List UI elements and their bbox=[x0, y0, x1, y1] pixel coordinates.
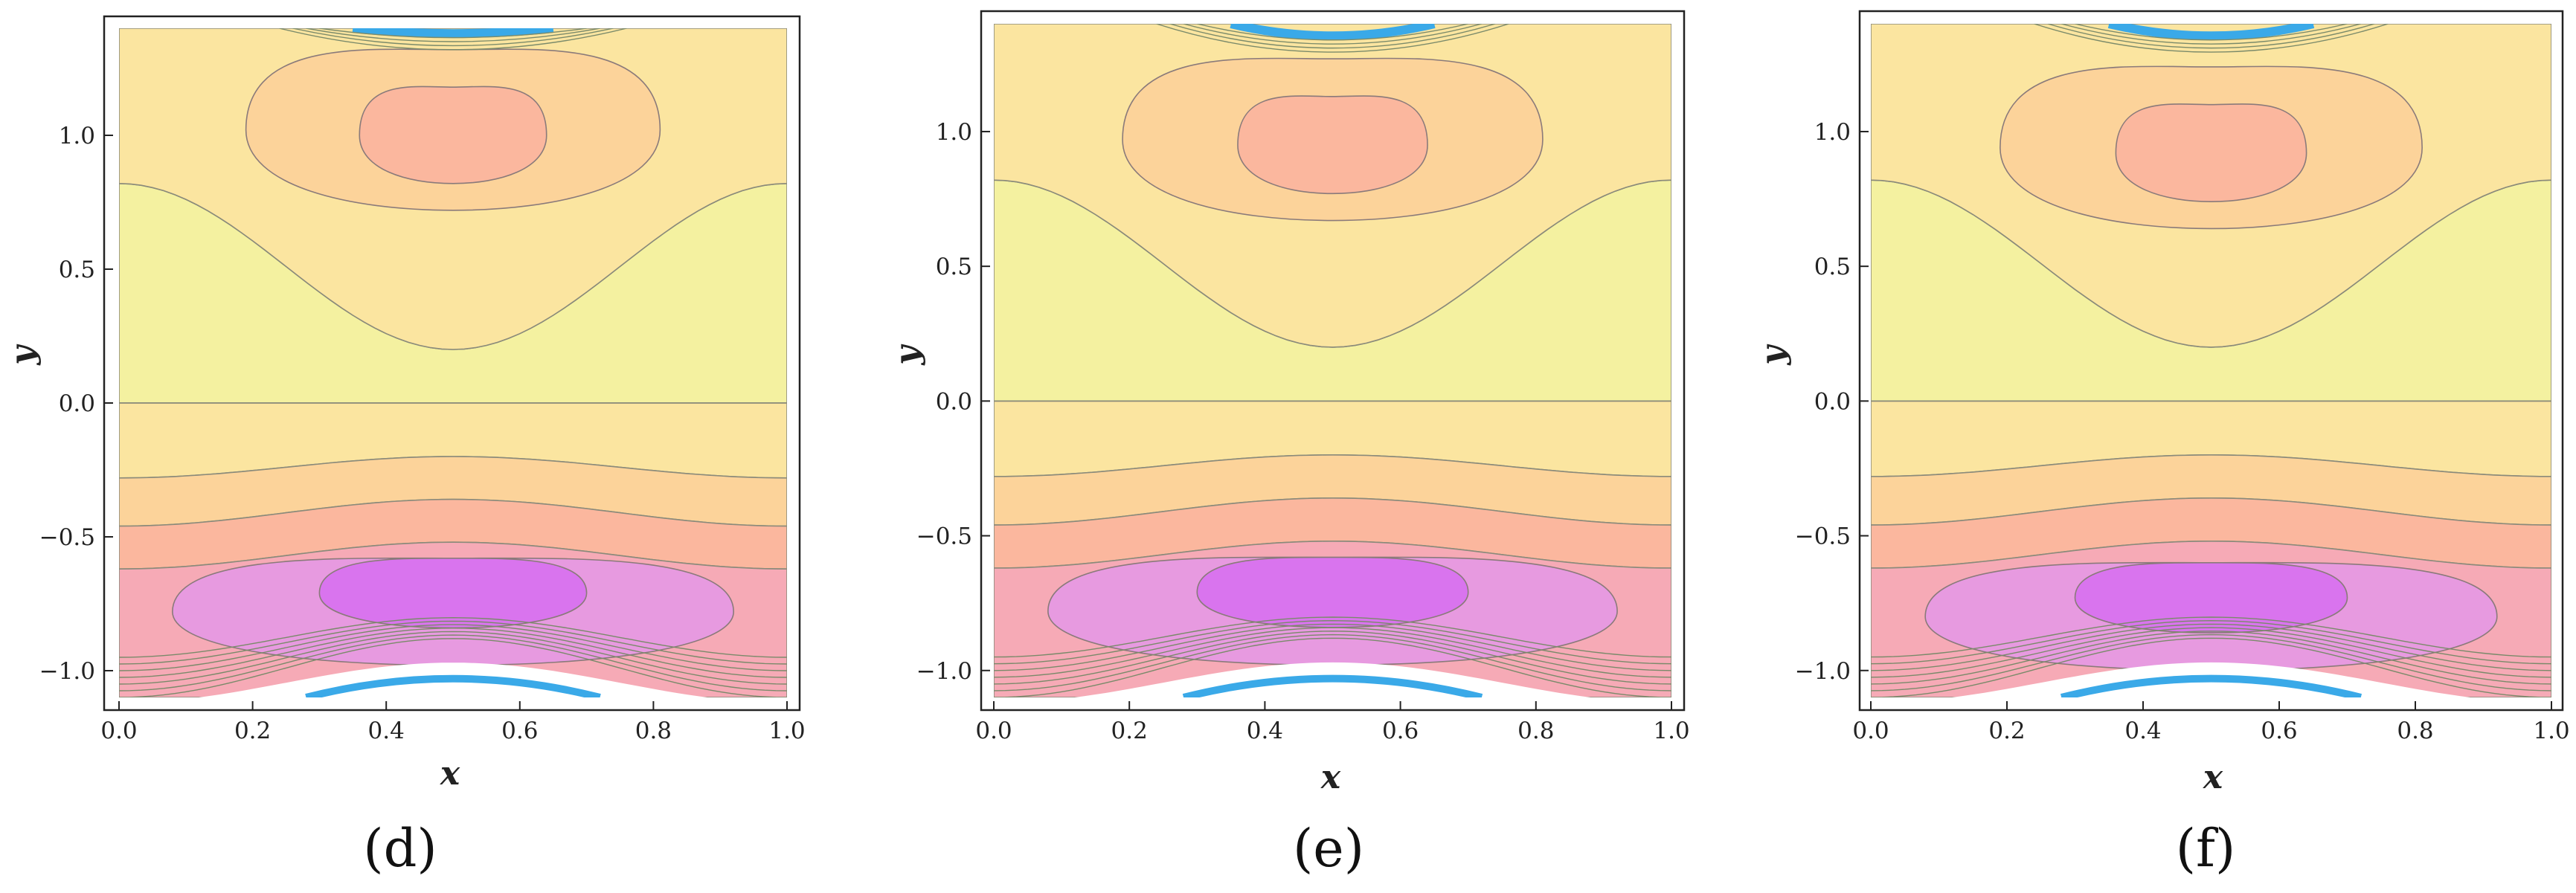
bottom-wall-contour bbox=[1871, 616, 2551, 658]
bottom-wall-contour bbox=[119, 616, 787, 658]
bottom-wall-contour bbox=[1871, 623, 2551, 671]
top-wall-contour bbox=[279, 28, 627, 51]
x-axis-title: x bbox=[2203, 758, 2223, 796]
bottom-wall-contour bbox=[119, 634, 787, 691]
upper-vortex-ring-inner bbox=[359, 86, 547, 184]
top-wall-arch bbox=[2107, 24, 2315, 41]
bottom-wall-arch bbox=[1182, 674, 1483, 697]
x-tick-label: 1.0 bbox=[2533, 718, 2569, 744]
x-tick-label: 0.0 bbox=[975, 718, 1012, 744]
plot-frame bbox=[980, 10, 1686, 712]
x-tick-label: 0.4 bbox=[2124, 718, 2161, 744]
x-tick-label: 1.0 bbox=[1653, 718, 1689, 744]
lower-vortex-ring-inner bbox=[2074, 561, 2348, 634]
bottom-wall-contour bbox=[1871, 634, 2551, 691]
bottom-wall-contour bbox=[994, 619, 1671, 665]
y-tick-label: 0.0 bbox=[1814, 388, 1851, 415]
x-tick-label: 0.6 bbox=[501, 718, 538, 744]
y-tick-label: 1.0 bbox=[59, 123, 95, 149]
y-tick-label: −1.0 bbox=[39, 658, 95, 685]
bottom-wall-arch bbox=[2060, 674, 2363, 697]
bottom-wall-contour bbox=[1871, 637, 2551, 697]
bottom-wall-contour bbox=[994, 634, 1671, 691]
x-tick-label: 0.2 bbox=[1111, 718, 1148, 744]
bottom-wall-contour bbox=[994, 623, 1671, 671]
upper-vortex-ring-inner bbox=[2115, 103, 2307, 202]
plot-frame bbox=[103, 15, 801, 712]
contour-plot-e: 0.0 0.2 0.4 0.6 0.8 1.0−1.0−0.50.00.51.0 x y … bbox=[888, 10, 1690, 879]
x-tick-label: 0.8 bbox=[1517, 718, 1554, 744]
x-tick-label: 0.2 bbox=[1988, 718, 2025, 744]
x-axis-title: x bbox=[1320, 758, 1341, 796]
y-tick-label: 0.0 bbox=[936, 388, 972, 415]
top-wall-contour bbox=[2034, 24, 2389, 53]
panel-label: (d) bbox=[363, 818, 437, 879]
contour-plot-d: 0.0 0.2 0.4 0.6 0.8 1.0−1.0−0.50.00.51.0 x y … bbox=[4, 15, 806, 879]
x-tick-label: 0.8 bbox=[2397, 718, 2433, 744]
top-wall-contour bbox=[319, 28, 587, 39]
x-tick-label: 0.0 bbox=[1852, 718, 1889, 744]
bottom-wall-contour bbox=[1871, 627, 2551, 678]
y-axis-title: y bbox=[1754, 344, 1792, 366]
top-wall-contour bbox=[306, 28, 600, 42]
bottom-wall-contour bbox=[119, 638, 787, 697]
y-tick-label: 1.0 bbox=[936, 119, 972, 146]
top-wall-contour bbox=[1183, 24, 1483, 45]
bottom-wall-arch bbox=[305, 674, 601, 697]
bottom-wall-contour bbox=[994, 616, 1671, 658]
y-axis-title: y bbox=[888, 344, 926, 366]
panel-d: 0.0 0.2 0.4 0.6 0.8 1.0 −1.0 −0.5 0.0 0.5 1.0 x y … bbox=[0, 0, 858, 893]
y-tick-label: 0.5 bbox=[1814, 254, 1851, 280]
bottom-wall-contour bbox=[1871, 631, 2551, 685]
panel-f: 0.0 0.2 0.4 0.6 0.8 1.0 −1.0 −0.5 0.0 0.5 1.0 x y … bbox=[1717, 0, 2576, 893]
top-wall-contour bbox=[2075, 24, 2348, 41]
x-tick-label: 0.6 bbox=[2261, 718, 2297, 744]
top-wall-contour bbox=[1156, 24, 1509, 53]
y-axis-title: y bbox=[4, 344, 42, 366]
y-tick-label: −0.5 bbox=[1795, 523, 1851, 550]
y-tick-label: 0.5 bbox=[936, 254, 972, 280]
x-tick-label: 0.4 bbox=[368, 718, 405, 744]
y-tick-label: −1.0 bbox=[916, 658, 972, 685]
x-tick-label: 0.8 bbox=[635, 718, 672, 744]
top-wall-arch bbox=[352, 28, 554, 39]
bottom-wall-contour bbox=[994, 627, 1671, 678]
y-tick-label: −1.0 bbox=[1795, 658, 1851, 685]
y-tick-label: 0.0 bbox=[59, 390, 95, 417]
bottom-wall-contour bbox=[994, 637, 1671, 697]
top-wall-contour bbox=[292, 28, 614, 47]
y-tick-label: −0.5 bbox=[916, 523, 972, 550]
x-tick-label: 0.0 bbox=[100, 718, 137, 744]
bottom-wall-contour bbox=[119, 624, 787, 671]
y-tick-label: 1.0 bbox=[1814, 119, 1851, 146]
lower-vortex-ring-inner bbox=[318, 557, 588, 629]
x-tick-label: 0.2 bbox=[234, 718, 271, 744]
plot-frame bbox=[1858, 10, 2564, 712]
bottom-wall-contour bbox=[119, 631, 787, 685]
upper-vortex-ring-inner bbox=[1237, 95, 1428, 195]
x-tick-label: 0.4 bbox=[1247, 718, 1283, 744]
bottom-wall-contour bbox=[119, 628, 787, 678]
x-tick-label: 0.6 bbox=[1382, 718, 1419, 744]
top-wall-contour bbox=[2061, 24, 2361, 45]
y-tick-label: 0.5 bbox=[59, 257, 95, 283]
top-wall-contour bbox=[1197, 24, 1468, 41]
panel-label: (e) bbox=[1293, 818, 1364, 879]
top-wall-arch bbox=[1230, 24, 1436, 41]
bottom-wall-contour bbox=[1871, 619, 2551, 665]
panel-e: 0.0 0.2 0.4 0.6 0.8 1.0 −1.0 −0.5 0.0 0.5 1.0 x y … bbox=[858, 0, 1717, 893]
lower-vortex-ring-inner bbox=[1196, 556, 1469, 628]
contour-plot-f: 0.0 0.2 0.4 0.6 0.8 1.0−1.0−0.50.00.51.0 x y … bbox=[1754, 10, 2570, 879]
top-wall-contour bbox=[2047, 24, 2375, 49]
y-tick-label: −0.5 bbox=[39, 524, 95, 551]
x-tick-label: 1.0 bbox=[768, 718, 805, 744]
panel-label: (f) bbox=[2176, 818, 2236, 879]
top-wall-contour bbox=[1169, 24, 1496, 49]
bottom-wall-contour bbox=[994, 631, 1671, 685]
x-axis-title: x bbox=[440, 755, 460, 793]
bottom-wall-contour bbox=[119, 620, 787, 665]
